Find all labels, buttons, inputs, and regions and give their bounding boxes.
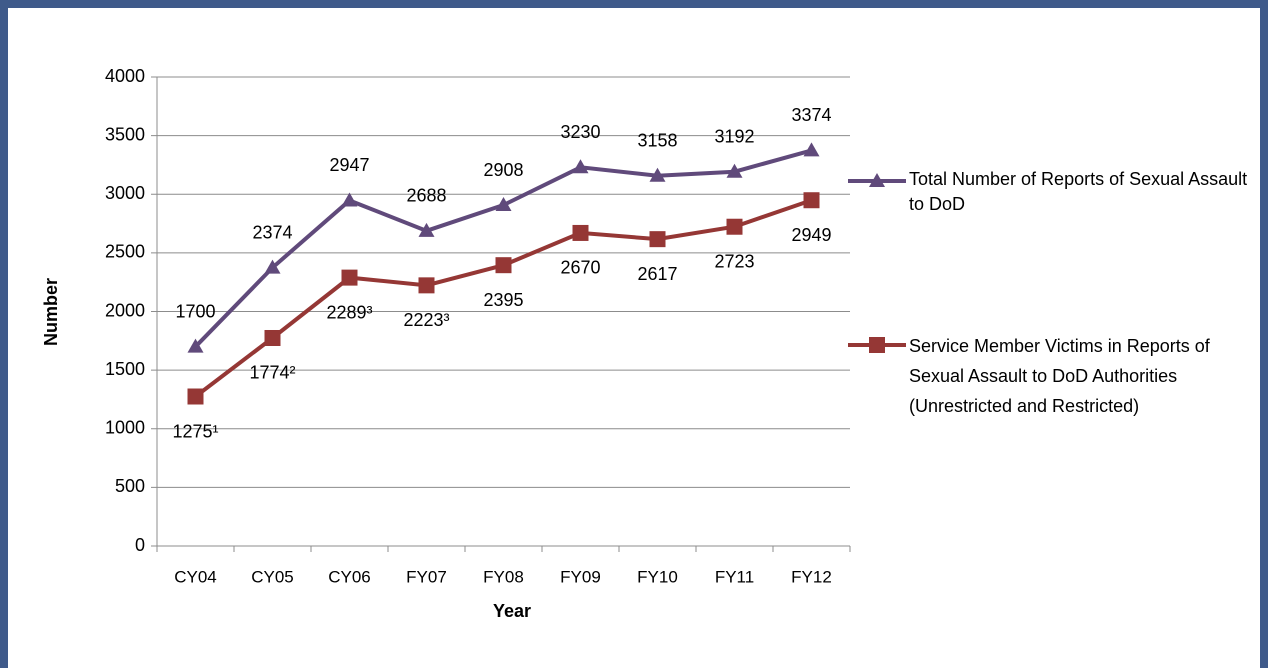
series-line	[194, 148, 813, 349]
marker	[572, 159, 589, 174]
chart: Year Number 0 500 1000 1500 2000 2500 3000 3500…	[41, 66, 906, 621]
data-label: 2947	[329, 155, 369, 175]
y-tick-label: 3500	[105, 124, 145, 144]
y-tick-label: 500	[115, 476, 145, 496]
data-label: 2688	[406, 186, 446, 206]
y-tick-label: 2500	[105, 242, 145, 262]
y-axis-label: Number	[41, 278, 61, 346]
marker	[869, 337, 885, 353]
y-tick-label: 1500	[105, 359, 145, 379]
y-tick-label: 3000	[105, 183, 145, 203]
marker	[264, 329, 281, 346]
x-tick-label: CY05	[251, 567, 294, 586]
marker	[649, 231, 666, 248]
marker	[803, 142, 820, 157]
marker	[341, 192, 358, 207]
data-label: 2395	[483, 290, 523, 310]
marker	[187, 388, 204, 405]
x-tick-label: FY10	[637, 567, 678, 586]
x-tick-label: FY08	[483, 567, 524, 586]
data-label: 3230	[560, 122, 600, 142]
marker	[495, 197, 512, 212]
data-label: 3192	[714, 126, 754, 146]
data-label: 1700	[175, 301, 215, 321]
x-axis-label: Year	[493, 601, 531, 621]
legend-label: Total Number of Reports of Sexual Assaul…	[909, 169, 1248, 214]
data-label: 2617	[637, 264, 677, 284]
marker	[495, 257, 512, 274]
marker	[187, 338, 204, 353]
x-tick-label: FY11	[715, 567, 754, 586]
marker	[572, 224, 589, 241]
marker	[726, 218, 743, 235]
data-label: 2223³	[403, 310, 449, 330]
marker	[803, 192, 820, 209]
data-label: 3374	[791, 105, 831, 125]
x-tick-label: FY09	[560, 567, 601, 586]
marker	[264, 259, 281, 274]
x-tick-label: CY04	[174, 567, 217, 586]
legend-label: Service Member Victims in Reports of Sex…	[909, 336, 1210, 416]
data-label: 2374	[252, 222, 292, 242]
data-label: 2723	[714, 251, 754, 271]
marker	[869, 173, 885, 187]
y-tick-label: 0	[135, 535, 145, 555]
data-label: 2908	[483, 160, 523, 180]
marker	[418, 222, 435, 237]
marker	[341, 269, 358, 286]
data-label: 2670	[560, 258, 600, 278]
data-label: 2289³	[326, 302, 372, 322]
marker	[649, 167, 666, 182]
y-tick-label: 1000	[105, 418, 145, 438]
data-label: 1774²	[249, 363, 295, 383]
x-tick-label: CY06	[328, 567, 371, 586]
marker	[726, 163, 743, 178]
data-label: 1275¹	[172, 421, 218, 441]
x-tick-label: FY12	[791, 567, 832, 586]
data-label: 3158	[637, 130, 677, 150]
y-tick-label: 4000	[105, 66, 145, 86]
marker	[418, 277, 435, 294]
y-tick-label: 2000	[105, 300, 145, 320]
data-label: 2949	[791, 225, 831, 245]
x-tick-label: FY07	[406, 567, 447, 586]
